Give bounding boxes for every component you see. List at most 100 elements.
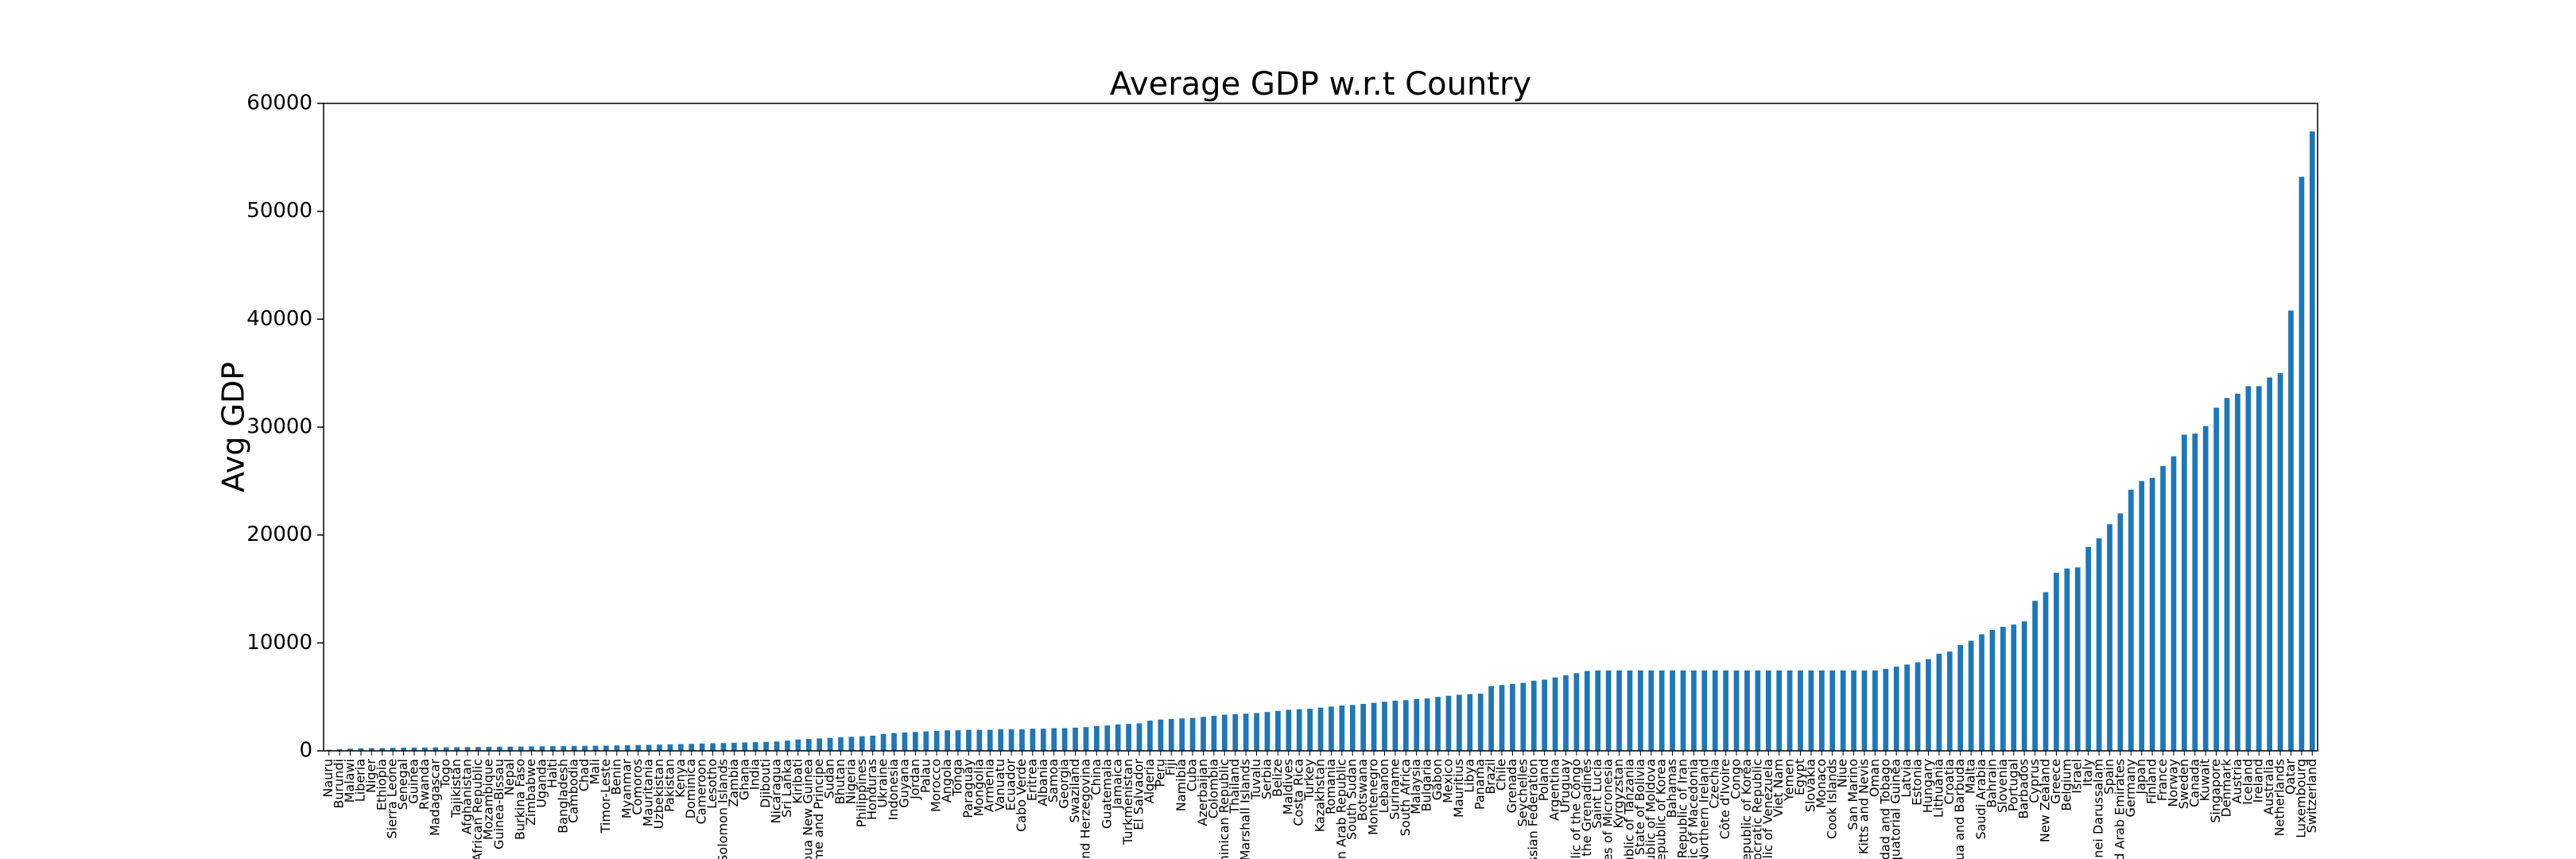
x-tick-label: Solomon Islands — [715, 759, 730, 859]
bar — [795, 739, 801, 751]
x-tick-label: Serbia — [1259, 759, 1274, 799]
x-tick-label: Nigeria — [843, 759, 858, 804]
bar — [2235, 393, 2240, 751]
bar — [2288, 310, 2294, 752]
x-tick-label: Algeria — [1142, 759, 1157, 803]
bar — [1595, 670, 1601, 751]
bar — [1457, 694, 1462, 751]
x-tick-label: Turkey — [1302, 759, 1317, 801]
x-tick-label: Marshall Islands — [1238, 759, 1253, 859]
chart-title: Average GDP w.r.t Country — [1110, 66, 1531, 103]
bar — [2192, 433, 2198, 751]
bar — [1883, 668, 1889, 751]
bar — [2085, 546, 2091, 751]
x-tick-label: Bosnia and Herzegovina — [1077, 759, 1092, 859]
x-tick-label: Portugal — [2005, 759, 2020, 811]
bar — [880, 733, 886, 751]
bar — [677, 744, 684, 751]
bar — [1275, 710, 1281, 751]
bar — [2160, 465, 2166, 751]
x-tick-label: Zimbabwe — [523, 759, 538, 826]
bar — [1723, 670, 1728, 751]
x-tick-label: Austria — [2229, 759, 2244, 804]
x-tick-label: Viet Nam — [1771, 759, 1786, 818]
bar — [571, 745, 577, 751]
bar — [2267, 377, 2272, 751]
bar — [1179, 718, 1185, 751]
x-tick-label: Mongolia — [971, 759, 986, 816]
x-tick-label: Ecuador — [1003, 759, 1018, 811]
x-tick-label: Greece — [2048, 759, 2063, 804]
bar — [1861, 670, 1868, 751]
bar — [2032, 601, 2038, 751]
x-tick-label: Republic of Korea — [1739, 759, 1754, 859]
bar — [1317, 707, 1324, 751]
bar — [1989, 630, 1996, 751]
bar — [945, 730, 950, 751]
bar — [742, 742, 748, 751]
x-tick-label: Israel — [2070, 759, 2085, 794]
bar — [592, 745, 599, 751]
bar — [870, 736, 876, 751]
bar — [2139, 480, 2145, 751]
bar — [1915, 662, 1921, 751]
x-tick-label: Jamaica — [1110, 759, 1125, 810]
bar — [603, 745, 609, 751]
bar — [1189, 717, 1196, 751]
x-tick-label: Romania — [1323, 759, 1338, 814]
x-tick-label: Afghanistan — [460, 759, 475, 834]
bar — [1765, 670, 1771, 751]
x-tick-label: Palau — [918, 759, 933, 793]
bar — [379, 748, 386, 751]
bar — [347, 748, 353, 751]
bar — [2149, 477, 2155, 751]
bar — [913, 732, 918, 751]
bar — [1755, 670, 1761, 751]
bar — [1627, 670, 1633, 751]
y-axis-label: Avg GDP — [216, 362, 251, 492]
x-tick-label: Guinea-Bissau — [491, 759, 506, 849]
x-tick-label: Peru — [1152, 759, 1167, 787]
bar — [923, 731, 929, 751]
x-tick-label: Monaco — [1814, 759, 1829, 808]
x-tick-label: Argentina — [1547, 759, 1562, 821]
bar — [2117, 513, 2124, 751]
x-tick-label: Honduras — [864, 759, 879, 820]
x-tick-label: Cyprus — [2027, 759, 2042, 803]
y-tick-label: 60000 — [246, 91, 312, 115]
x-tick-label: Burundi — [332, 759, 347, 809]
x-tick-label: New Zealand — [2038, 759, 2053, 842]
x-tick-label: Norway — [2165, 759, 2180, 807]
bar — [1083, 727, 1089, 751]
x-tick-label: Georgia — [1057, 759, 1072, 809]
bar — [891, 733, 897, 751]
x-tick-label: Eritrea — [1024, 759, 1039, 801]
bar — [2021, 621, 2027, 751]
bar — [933, 730, 940, 751]
x-tick-label: Kazakhstan — [1313, 759, 1328, 832]
x-tick-label: Sri Lanka — [779, 759, 794, 818]
plot-frame — [323, 103, 2318, 752]
x-tick-label: Angola — [939, 759, 954, 803]
bar — [1307, 709, 1313, 751]
bar — [2245, 386, 2252, 751]
x-tick-label: Niue — [1835, 759, 1850, 787]
bar — [1616, 670, 1622, 751]
bar — [401, 748, 406, 751]
bar — [646, 744, 652, 751]
x-tick-label: Kenya — [673, 759, 688, 798]
bar — [1094, 725, 1100, 751]
x-tick-label: Jordan — [907, 759, 922, 800]
bar — [774, 741, 780, 751]
bar — [443, 747, 449, 751]
x-tick-label: Bhutan — [832, 759, 848, 804]
x-tick-label: Croatia — [1942, 759, 1957, 805]
bar — [1254, 713, 1259, 751]
x-tick-label: Mauritania — [641, 759, 656, 826]
x-tick-label: Lesotho — [704, 759, 720, 809]
bar — [1552, 677, 1558, 751]
bar — [1126, 724, 1131, 751]
y-tick-label: 40000 — [246, 307, 312, 331]
bar — [1051, 728, 1057, 751]
